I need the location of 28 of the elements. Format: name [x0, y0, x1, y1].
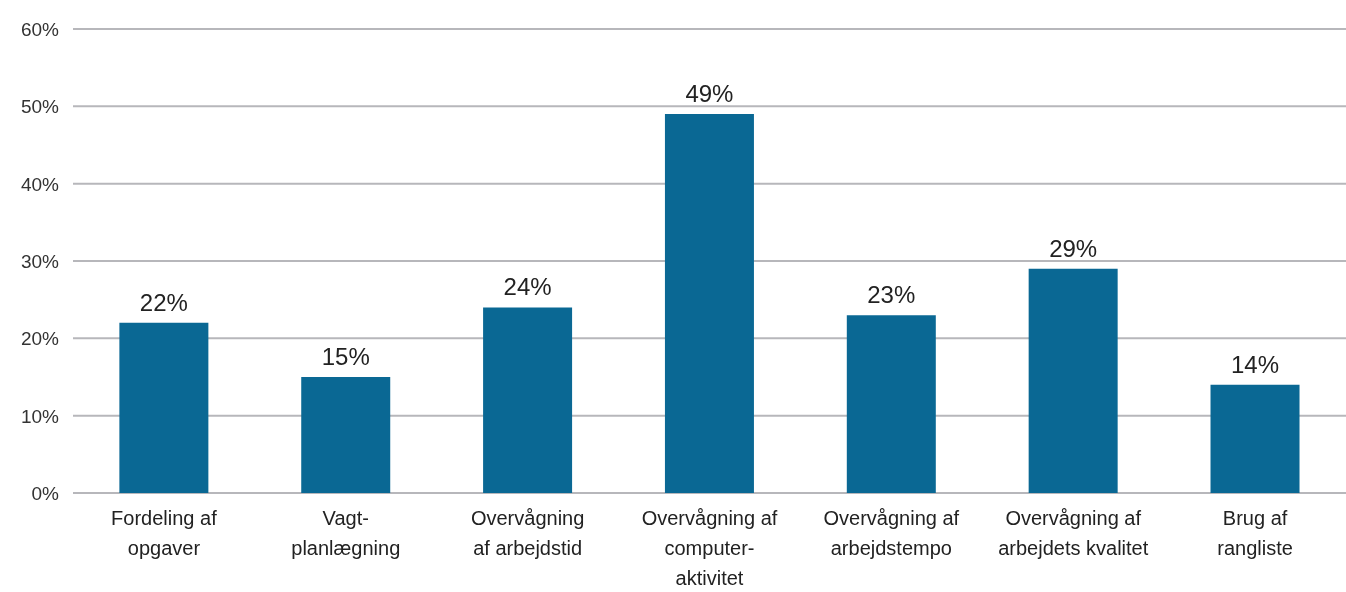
data-label: 24%: [503, 273, 552, 301]
y-tick-label: 50%: [20, 96, 60, 118]
y-tick-label: 60%: [20, 19, 60, 40]
bar: [301, 377, 391, 493]
y-tick-label: 30%: [20, 251, 60, 272]
bar: [119, 322, 209, 493]
bar: [1210, 384, 1300, 493]
x-tick-label: Brug af rangliste: [1217, 507, 1293, 559]
y-tick-label: 0%: [31, 483, 60, 504]
x-tick-label: Overvågning af computer- aktivitet: [641, 507, 778, 589]
bar: [483, 307, 573, 493]
y-tick-label: 40%: [20, 173, 60, 195]
data-label: 23%: [867, 281, 916, 309]
bar: [664, 114, 754, 493]
data-label: 15%: [321, 343, 370, 370]
x-tick-label: Overvågning af arbejdstempo: [823, 507, 960, 559]
bar: [1028, 268, 1118, 493]
x-tick-label: Vagt- planlægning: [291, 507, 401, 559]
data-label: 14%: [1230, 350, 1280, 378]
x-tick-label: Fordeling af opgaver: [111, 507, 218, 559]
data-label: 49%: [685, 80, 734, 108]
y-tick-label: 20%: [20, 328, 60, 350]
y-tick-label: 10%: [20, 405, 60, 427]
x-tick-label: Overvågning af arbejdets kvalitet: [998, 507, 1149, 559]
x-tick-label: Overvågning af arbejdstid: [470, 507, 585, 559]
data-label: 22%: [139, 288, 188, 316]
bar: [846, 315, 936, 493]
data-label: 29%: [1049, 234, 1098, 262]
